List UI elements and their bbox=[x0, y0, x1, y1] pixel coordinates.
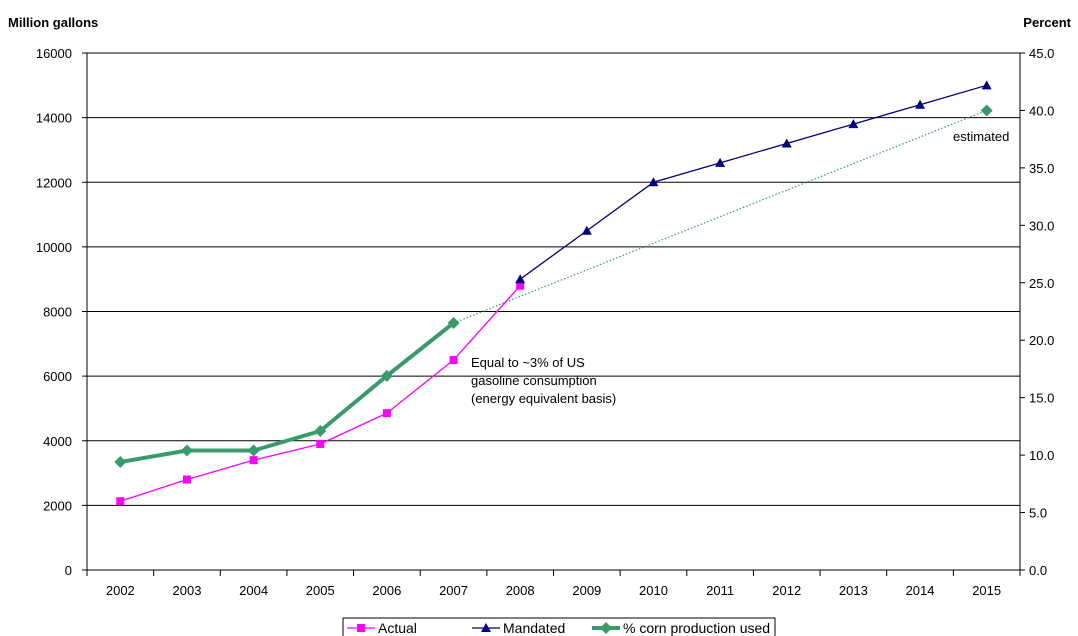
actual-point bbox=[249, 456, 258, 465]
legend: Actual Mandated % corn production used bbox=[342, 617, 776, 636]
y-right-tick-label: 0.0 bbox=[1029, 563, 1047, 578]
actual-point bbox=[116, 497, 125, 506]
y-right-tick-label: 10.0 bbox=[1029, 448, 1054, 463]
y-right-tick-label: 20.0 bbox=[1029, 333, 1054, 348]
y-left-tick-label: 16000 bbox=[36, 46, 72, 61]
y-left-tick-label: 6000 bbox=[43, 369, 72, 384]
actual-point bbox=[382, 409, 391, 418]
-corn-production-used-line bbox=[119, 321, 455, 464]
mandated-point bbox=[981, 80, 992, 90]
y-right-tick-label: 35.0 bbox=[1029, 161, 1054, 176]
x-tick-label: 2014 bbox=[906, 583, 935, 598]
x-tick-label: 2002 bbox=[106, 583, 135, 598]
y-left-tick-label: 10000 bbox=[36, 240, 72, 255]
estimate-point bbox=[980, 104, 993, 117]
mandated-point bbox=[648, 177, 659, 187]
x-tick-label: 2011 bbox=[706, 583, 734, 598]
-corn-production-used-point bbox=[380, 369, 393, 382]
y-right-tick-label: 25.0 bbox=[1029, 276, 1054, 291]
x-tick-label: 2012 bbox=[772, 583, 801, 598]
mandated-point bbox=[781, 138, 792, 148]
estimate-trend-line bbox=[453, 109, 987, 324]
actual-point bbox=[182, 475, 191, 484]
annotation-line-1: Equal to ~3% of US bbox=[471, 355, 585, 370]
y-right-tick-label: 45.0 bbox=[1029, 46, 1054, 61]
x-tick-label: 2008 bbox=[506, 583, 535, 598]
annotation-line-2: gasoline consumption bbox=[471, 373, 597, 388]
annotation-line-3: (energy equivalent basis) bbox=[471, 391, 616, 406]
actual-line bbox=[120, 285, 521, 502]
x-tick-label: 2015 bbox=[972, 583, 1001, 598]
legend-marker bbox=[600, 622, 612, 634]
estimated-label: estimated bbox=[953, 129, 1009, 144]
y-right-tick-label: 40.0 bbox=[1029, 103, 1054, 118]
x-tick-label: 2007 bbox=[439, 583, 468, 598]
y-left-tick-label: 2000 bbox=[43, 498, 72, 513]
-corn-production-used-point bbox=[247, 444, 260, 457]
mandated-point bbox=[848, 119, 859, 129]
x-tick-label: 2009 bbox=[572, 583, 601, 598]
-corn-production-used-point bbox=[447, 316, 460, 329]
y-left-tick-label: 0 bbox=[65, 563, 72, 578]
mandated-point bbox=[715, 157, 726, 167]
y-left-tick-label: 14000 bbox=[36, 111, 72, 126]
axes bbox=[82, 52, 1025, 576]
y-left-tick-label: 4000 bbox=[43, 434, 72, 449]
tick-labels: 0 2000 4000 6000 8000 10000 12000 14000 16000 0.0… bbox=[36, 46, 1054, 598]
mandated-point bbox=[915, 99, 926, 109]
actual-point bbox=[516, 281, 525, 290]
y-right-tick-label: 15.0 bbox=[1029, 391, 1054, 406]
legend-box bbox=[342, 617, 776, 636]
x-tick-label: 2010 bbox=[639, 583, 668, 598]
y-left-axis-label: Million gallons bbox=[8, 15, 98, 30]
mandated-point bbox=[515, 274, 526, 284]
x-tick-label: 2006 bbox=[372, 583, 401, 598]
legend-label: % corn production used bbox=[623, 620, 770, 636]
y-left-tick-label: 12000 bbox=[36, 175, 72, 190]
mandated-point bbox=[581, 225, 592, 235]
x-tick-label: 2003 bbox=[173, 583, 202, 598]
mandated-line bbox=[519, 84, 987, 280]
actual-point bbox=[316, 439, 325, 448]
y-right-axis-label: Percent bbox=[1023, 15, 1071, 30]
x-tick-label: 2013 bbox=[839, 583, 868, 598]
legend-marker bbox=[481, 623, 491, 632]
y-left-tick-label: 8000 bbox=[43, 305, 72, 320]
y-right-tick-label: 5.0 bbox=[1029, 506, 1047, 521]
-corn-production-used-point bbox=[180, 444, 193, 457]
series-layer bbox=[114, 80, 993, 506]
-corn-production-used-point bbox=[114, 456, 127, 469]
y-right-tick-label: 30.0 bbox=[1029, 218, 1054, 233]
x-tick-label: 2004 bbox=[239, 583, 268, 598]
legend-label: Actual bbox=[378, 620, 417, 636]
legend-marker bbox=[357, 624, 365, 632]
-corn-production-used-point bbox=[314, 424, 327, 437]
actual-point bbox=[449, 355, 458, 364]
legend-label: Mandated bbox=[503, 620, 565, 636]
gridlines bbox=[87, 52, 1020, 506]
x-tick-label: 2005 bbox=[306, 583, 335, 598]
